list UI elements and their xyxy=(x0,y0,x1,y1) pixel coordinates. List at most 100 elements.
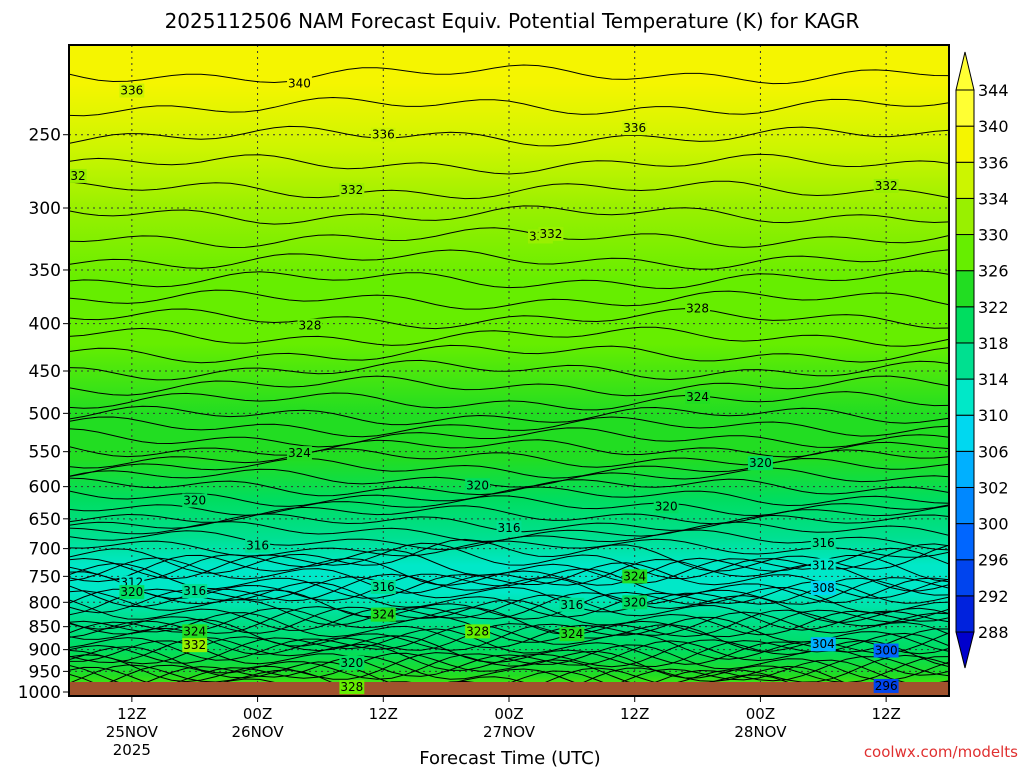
contour-line xyxy=(69,538,949,574)
colorbar-max-arrow xyxy=(955,51,975,91)
contour-label: 328 xyxy=(466,624,489,638)
colorbar-swatch xyxy=(955,234,975,272)
contour-line xyxy=(69,205,949,225)
contour-line xyxy=(69,96,949,117)
contour-label-background xyxy=(119,83,145,98)
y-tick-label: 900 xyxy=(29,641,61,661)
colorbar-swatch xyxy=(955,197,975,236)
contour-line xyxy=(69,568,949,604)
y-tick-label: 600 xyxy=(29,478,61,498)
contour-label-background xyxy=(287,446,312,461)
contour-label-background xyxy=(370,127,396,142)
contour-label: 324 xyxy=(183,624,206,638)
contour-line xyxy=(69,580,949,618)
x-tick-label: 12Z xyxy=(620,705,649,723)
contour-label-background xyxy=(370,607,396,622)
colorbar-tick-label: 310 xyxy=(978,406,1009,425)
contour-line xyxy=(69,628,949,665)
contour-line xyxy=(69,448,949,469)
contour-label-background xyxy=(873,643,899,658)
y-tick-label: 700 xyxy=(29,540,61,560)
colorbar-tick-label: 334 xyxy=(978,189,1009,208)
contour-line xyxy=(69,467,949,488)
contour-line xyxy=(69,405,949,426)
contour-label-background xyxy=(182,493,208,508)
contour-label-background xyxy=(182,638,208,653)
contour-label-background xyxy=(685,301,711,316)
contour-label: 304 xyxy=(812,637,835,651)
contour-label-background xyxy=(370,579,396,594)
contour-line xyxy=(69,270,949,290)
contour-label: 320 xyxy=(623,595,646,609)
contour-label: 316 xyxy=(812,536,835,550)
contour-label: 332 xyxy=(183,638,206,652)
contour-label-background xyxy=(69,168,87,183)
contour-label: 316 xyxy=(183,584,206,598)
contour-label-background xyxy=(622,121,648,136)
contour-line xyxy=(69,326,949,347)
contour-line xyxy=(69,64,949,85)
contour-line xyxy=(69,624,949,661)
contour-label-background xyxy=(622,569,648,584)
colorbar: 288 292 296 300 302 306 310 314 318 322 326 330 334 3… xyxy=(955,51,1009,669)
colorbar-min-arrow xyxy=(955,631,975,669)
x-tick-label: 25NOV xyxy=(106,723,159,741)
y-tick-label: 300 xyxy=(29,199,61,219)
colorbar-swatch xyxy=(955,270,975,308)
colorbar-swatch xyxy=(955,595,975,633)
y-tick-label: 500 xyxy=(29,404,61,424)
contour-label-background xyxy=(287,76,312,91)
contour-line xyxy=(69,289,949,310)
contour-line xyxy=(69,611,949,649)
contour-label-background xyxy=(339,183,365,198)
contour-line xyxy=(69,308,949,330)
contour-label: 324 xyxy=(372,608,395,622)
contour-line xyxy=(69,640,949,677)
contour-label-background xyxy=(873,178,899,193)
x-tick-label: 27NOV xyxy=(483,723,536,741)
y-tick-label: 950 xyxy=(29,662,61,682)
contour-label: 336 xyxy=(372,128,395,142)
y-axis: 250 300 350 400 450 500 550 600 650 700 750 800 850 9… xyxy=(18,126,69,703)
contour-label-background xyxy=(119,585,145,600)
y-tick-label: 750 xyxy=(29,567,61,587)
contour-label: 316 xyxy=(246,539,269,553)
contour-label-background xyxy=(182,624,208,639)
contour-line xyxy=(69,557,949,594)
y-tick-label: 250 xyxy=(29,126,61,146)
contour-line xyxy=(69,344,949,364)
contour-line xyxy=(69,599,949,636)
contour-line xyxy=(69,655,949,693)
y-tick-label: 400 xyxy=(29,315,61,335)
x-tick-label: 00Z xyxy=(494,705,523,723)
contour-line xyxy=(69,632,949,668)
colorbar-swatch xyxy=(955,161,975,199)
contour-line xyxy=(69,375,949,397)
colorbar-tick-label: 318 xyxy=(978,334,1009,353)
contour-line xyxy=(69,227,949,249)
contour-label-background xyxy=(559,627,585,642)
x-tick-label: 28NOV xyxy=(734,723,787,741)
contour-line xyxy=(69,529,949,551)
contour-line xyxy=(69,359,949,381)
contour-label: 324 xyxy=(560,627,583,641)
contour-line xyxy=(69,594,949,631)
contour-label-background xyxy=(182,584,208,599)
contour-label: 328 xyxy=(686,301,709,315)
contour-label: 336 xyxy=(623,121,646,135)
x-tick-label: 00Z xyxy=(746,705,775,723)
contour-label-background xyxy=(685,389,711,404)
x-tick-label: 12Z xyxy=(117,705,146,723)
x-tick-label: 2025 xyxy=(113,741,151,759)
y-tick-label: 450 xyxy=(29,362,61,382)
contour-label-background xyxy=(538,226,564,241)
contour-line xyxy=(69,477,949,497)
contour-label-background xyxy=(297,318,323,333)
contour-label-background xyxy=(810,580,836,595)
contour-label: 332 xyxy=(63,169,86,183)
contour-label-background xyxy=(559,597,585,612)
colorbar-tick-label: 292 xyxy=(978,587,1009,606)
contour-label: 332 xyxy=(875,179,898,193)
